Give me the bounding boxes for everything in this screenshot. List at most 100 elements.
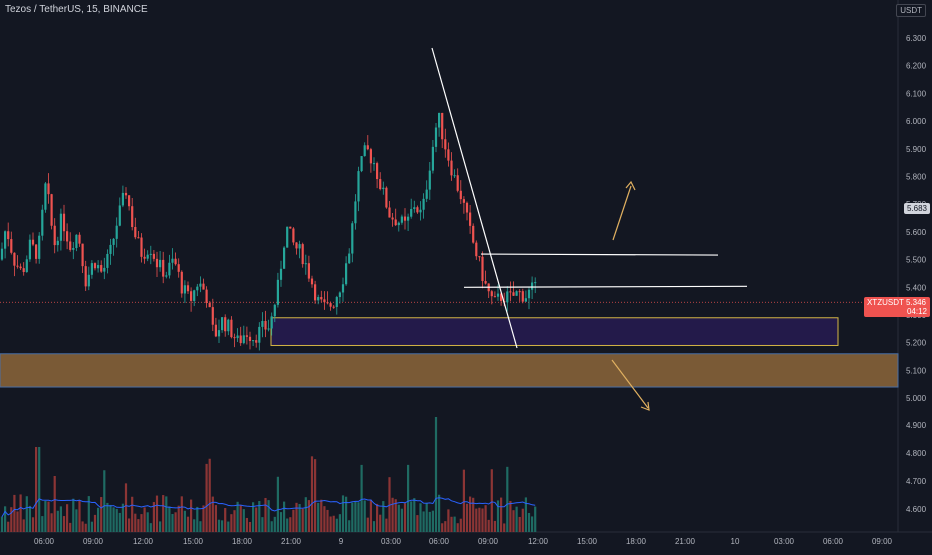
candle-body: [369, 149, 372, 164]
volume-bar: [400, 508, 403, 532]
candle-body: [465, 202, 469, 213]
candle-body: [13, 252, 16, 266]
volume-bar: [121, 503, 124, 532]
candle-body: [230, 319, 233, 338]
volume-bar: [363, 500, 366, 532]
volume-bar: [301, 508, 304, 532]
candle-body: [416, 207, 419, 213]
volume-bar: [453, 516, 456, 532]
volume-bar: [124, 483, 128, 532]
candle-body: [140, 237, 143, 257]
candle-body: [469, 212, 472, 226]
candle-body: [174, 258, 177, 265]
time-tick-label: 15:00: [183, 537, 204, 546]
volume-bar: [115, 508, 118, 532]
volume-bar: [345, 496, 348, 532]
candle-body: [143, 256, 146, 259]
candle-body: [345, 263, 348, 285]
volume-bar: [372, 521, 376, 532]
candle-body: [106, 253, 109, 268]
volume-bar: [81, 521, 84, 532]
volume-bar: [171, 513, 174, 532]
support-zone-upper: [270, 317, 839, 346]
volume-bar: [410, 501, 413, 532]
volume-bar: [338, 514, 341, 532]
volume-bar: [524, 497, 527, 532]
volume-bar: [50, 513, 53, 532]
volume-bar: [128, 518, 131, 532]
candle-body: [180, 271, 183, 294]
candle-body: [357, 171, 360, 202]
volume-bar: [388, 477, 391, 532]
candle-body: [534, 282, 537, 284]
candle-body: [270, 316, 273, 329]
candle-body: [283, 247, 286, 269]
candle-body: [149, 253, 152, 255]
candle-body: [338, 292, 341, 298]
candle-body: [7, 231, 10, 240]
candle-body: [41, 209, 44, 236]
candle-body: [112, 238, 115, 245]
volume-bar: [159, 521, 162, 532]
volume-bar: [431, 510, 434, 532]
last-price-label: XTZUSDT 5.346 04:12: [863, 297, 930, 318]
price-tick-label: 5.100: [906, 366, 927, 375]
candle-body: [258, 326, 261, 343]
candle-body: [53, 225, 56, 246]
volume-bar: [295, 502, 298, 532]
currency-badge[interactable]: USDT: [896, 4, 926, 17]
candle-body: [208, 303, 211, 308]
volume-bar: [100, 497, 103, 532]
candle-body: [289, 226, 292, 229]
volume-bar: [276, 476, 279, 532]
candle-body: [155, 258, 159, 268]
time-tick-label: 21:00: [281, 537, 302, 546]
volume-bar: [165, 496, 168, 532]
volume-bar: [487, 519, 490, 532]
candle-body: [239, 335, 242, 344]
volume-bar: [31, 517, 35, 532]
volume-bar: [146, 512, 149, 532]
volume-bar: [307, 500, 310, 532]
candle-body: [450, 160, 453, 176]
candle-body: [159, 259, 162, 268]
volume-bar: [109, 504, 112, 532]
candle-body: [25, 259, 28, 273]
candle-body: [236, 335, 239, 339]
time-tick-label: 06:00: [429, 537, 450, 546]
candle-body: [214, 324, 217, 337]
candle-body: [459, 190, 462, 200]
volume-bar: [103, 470, 106, 532]
volume-bar: [0, 516, 4, 532]
volume-bar: [155, 495, 159, 532]
candle-body: [441, 112, 444, 140]
candle-body: [217, 330, 221, 337]
volume-bar: [214, 505, 217, 532]
volume-bar: [496, 500, 500, 532]
candle-body: [261, 320, 264, 327]
volume-bar: [521, 508, 524, 532]
candle-body: [97, 265, 100, 269]
time-tick-label: 12:00: [528, 537, 549, 546]
volume-bar: [22, 519, 25, 532]
candle-body: [19, 266, 22, 269]
volume-bar: [273, 516, 276, 532]
volume-bar: [261, 517, 264, 532]
volume-bar: [56, 510, 59, 532]
candle-body: [211, 307, 214, 325]
volume-bar: [348, 520, 351, 532]
candle-body: [233, 337, 236, 339]
volume-bar: [447, 509, 450, 532]
candle-body: [273, 304, 276, 317]
time-tick-label: 09:00: [872, 537, 893, 546]
level-line: [463, 285, 748, 288]
volume-bar: [493, 520, 496, 532]
candle-body: [28, 239, 31, 260]
candle-body: [66, 231, 69, 242]
symbol-title[interactable]: Tezos / TetherUS, 15, BINANCE: [5, 4, 148, 15]
volume-bar: [329, 516, 332, 532]
volume-bar: [97, 507, 100, 532]
candle-body: [264, 320, 267, 330]
